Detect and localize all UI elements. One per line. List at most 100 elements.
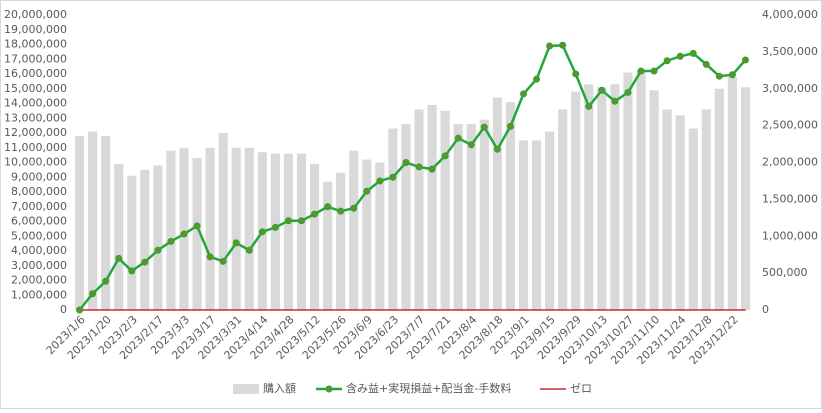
bar — [453, 124, 463, 311]
y-tick-label: 5,000,000 — [11, 229, 67, 242]
line-marker — [702, 60, 710, 68]
y2-tick-label: 3,500,000 — [762, 45, 818, 58]
bar — [727, 76, 737, 310]
line-marker — [389, 173, 397, 181]
bar — [192, 158, 202, 310]
y-tick-label: 8,000,000 — [11, 185, 67, 198]
y2-tick-label: 2,500,000 — [762, 119, 818, 132]
line-marker — [415, 163, 423, 171]
line-marker — [271, 223, 279, 231]
line-marker — [637, 67, 645, 75]
bar — [140, 169, 150, 310]
line-marker — [324, 203, 332, 211]
bar — [179, 147, 189, 310]
bar — [440, 110, 450, 310]
line-marker — [467, 141, 475, 149]
line-marker — [141, 258, 149, 266]
line-marker — [284, 217, 292, 225]
bar — [636, 71, 646, 310]
line-marker — [585, 102, 593, 110]
line-marker — [624, 88, 632, 96]
line-marker — [546, 42, 554, 50]
line-marker — [559, 41, 567, 49]
bar — [518, 140, 529, 310]
line-marker — [506, 122, 514, 130]
y-tick-label: 7,000,000 — [11, 200, 67, 213]
bar — [218, 133, 228, 310]
bar — [375, 162, 385, 310]
y2-tick-label: 1,000,000 — [762, 229, 818, 242]
line-marker — [180, 230, 188, 238]
y-tick-label: 9,000,000 — [11, 170, 67, 183]
line-marker — [258, 228, 266, 236]
y-tick-label: 15,000,000 — [4, 82, 67, 95]
line — [78, 43, 747, 311]
line-marker — [245, 246, 253, 254]
y-tick-label: 6,000,000 — [11, 215, 67, 228]
y-tick-label: 17,000,000 — [4, 52, 67, 65]
bar — [414, 109, 424, 311]
line-marker — [676, 52, 684, 60]
line-marker — [89, 290, 97, 298]
bar — [649, 90, 659, 310]
bar — [362, 159, 372, 310]
bar — [166, 150, 176, 310]
bar — [323, 181, 333, 310]
line-marker — [350, 204, 358, 212]
bar — [675, 115, 685, 310]
y-tick-label: 0 — [60, 303, 67, 316]
line-marker — [715, 72, 723, 80]
y2-tick-label: 4,000,000 — [762, 8, 818, 21]
legend-label: ゼロ — [570, 382, 592, 395]
bar — [623, 72, 633, 311]
bar — [153, 165, 163, 310]
bar — [101, 135, 111, 310]
line-marker — [102, 277, 110, 285]
y-tick-label: 13,000,000 — [4, 111, 67, 124]
y2-tick-label: 1,500,000 — [762, 192, 818, 205]
line-marker — [206, 253, 214, 261]
legend-label: 含み益+実現損益+配当金-手数料 — [346, 381, 511, 395]
y-tick-label: 4,000,000 — [11, 244, 67, 257]
y-tick-label: 1,000,000 — [11, 288, 67, 301]
line-marker — [611, 97, 619, 105]
y2-tick-label: 0 — [762, 303, 769, 316]
line-marker — [441, 152, 449, 160]
bar — [688, 128, 698, 310]
y-tick-label: 14,000,000 — [4, 97, 67, 110]
line-marker — [493, 145, 501, 153]
bar — [466, 124, 476, 311]
line-marker — [167, 237, 175, 245]
line-marker — [598, 86, 606, 94]
bar — [88, 131, 98, 310]
line-marker — [219, 257, 227, 265]
line-marker — [402, 159, 410, 166]
legend-marker — [325, 385, 333, 393]
bar — [714, 88, 724, 310]
line-marker — [480, 123, 488, 131]
bar — [662, 109, 672, 311]
line-marker — [76, 306, 84, 314]
line-marker — [193, 222, 201, 230]
bar — [492, 97, 502, 310]
bar — [296, 153, 307, 310]
y-tick-label: 10,000,000 — [4, 156, 67, 169]
bar — [531, 140, 542, 310]
bar — [205, 147, 215, 310]
bar — [740, 87, 751, 311]
bar — [388, 128, 398, 310]
bar — [479, 119, 489, 310]
y-tick-label: 19,000,000 — [4, 23, 67, 36]
line-marker — [663, 57, 671, 65]
line-marker — [741, 56, 749, 64]
bar — [701, 109, 711, 311]
line-marker — [454, 134, 462, 142]
bar — [349, 150, 359, 310]
bar — [610, 84, 620, 310]
bar — [336, 172, 346, 310]
line-marker — [154, 246, 162, 254]
legend-swatch — [233, 384, 259, 394]
line-marker — [337, 207, 345, 215]
line-marker — [115, 254, 123, 262]
